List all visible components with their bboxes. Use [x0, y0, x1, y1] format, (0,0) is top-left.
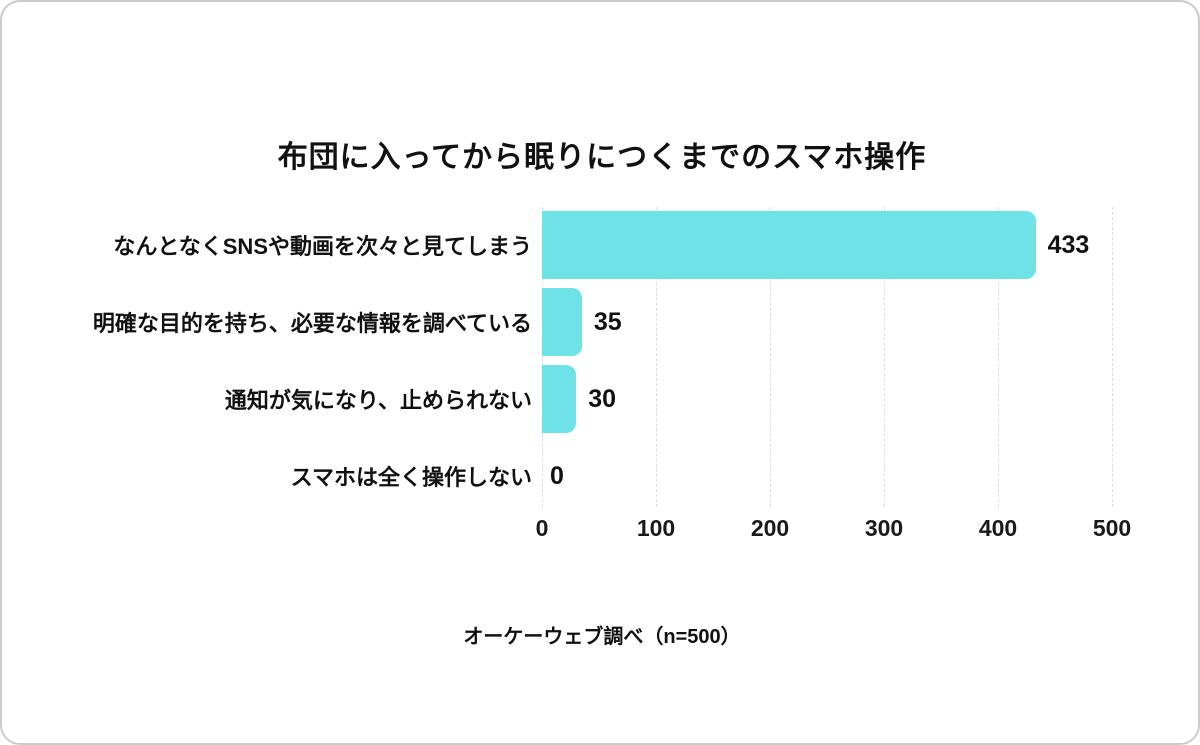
gridline [1112, 207, 1113, 507]
value-label: 0 [550, 461, 564, 490]
bar-row: 30 [542, 365, 1112, 433]
bar-row: 433 [542, 211, 1112, 279]
chart-title: 布団に入ってから眠りにつくまでのスマホ操作 [277, 141, 927, 174]
category-label-row: 通知が気になり、止められない [42, 365, 532, 433]
x-tick-label: 200 [750, 515, 790, 541]
bar [542, 211, 1036, 279]
x-axis: 0 100 200 300 400 500 [536, 515, 1132, 549]
category-label: 通知が気になり、止められない [224, 388, 532, 413]
category-label: スマホは全く操作しない [290, 465, 532, 490]
category-label-row: なんとなくSNSや動画を次々と見てしまう [42, 211, 532, 279]
gridline [656, 207, 657, 507]
bar [542, 365, 577, 433]
gridline [884, 207, 885, 507]
value-label: 30 [588, 384, 616, 413]
value-label: 433 [1047, 230, 1090, 259]
x-tick-label: 0 [535, 515, 549, 541]
x-tick-label: 500 [1092, 515, 1132, 541]
bar [542, 288, 582, 356]
bar-row: 0 [542, 442, 1112, 510]
category-label-row: スマホは全く操作しない [42, 442, 532, 510]
plot-area: 433 35 30 0 [542, 207, 1113, 510]
x-tick-label: 100 [636, 515, 676, 541]
source-note: オーケーウェブ調べ（n=500） [463, 626, 741, 648]
x-tick-label: 400 [978, 515, 1018, 541]
gridline [770, 207, 771, 507]
category-label: 明確な目的を持ち、必要な情報を調べている [92, 311, 532, 336]
category-label: なんとなくSNSや動画を次々と見てしまう [113, 234, 532, 259]
gridline [998, 207, 999, 507]
x-tick-label: 300 [864, 515, 904, 541]
bar-row: 35 [542, 288, 1112, 356]
value-label: 35 [593, 307, 622, 336]
gridline [542, 207, 543, 507]
category-label-row: 明確な目的を持ち、必要な情報を調べている [42, 288, 532, 356]
